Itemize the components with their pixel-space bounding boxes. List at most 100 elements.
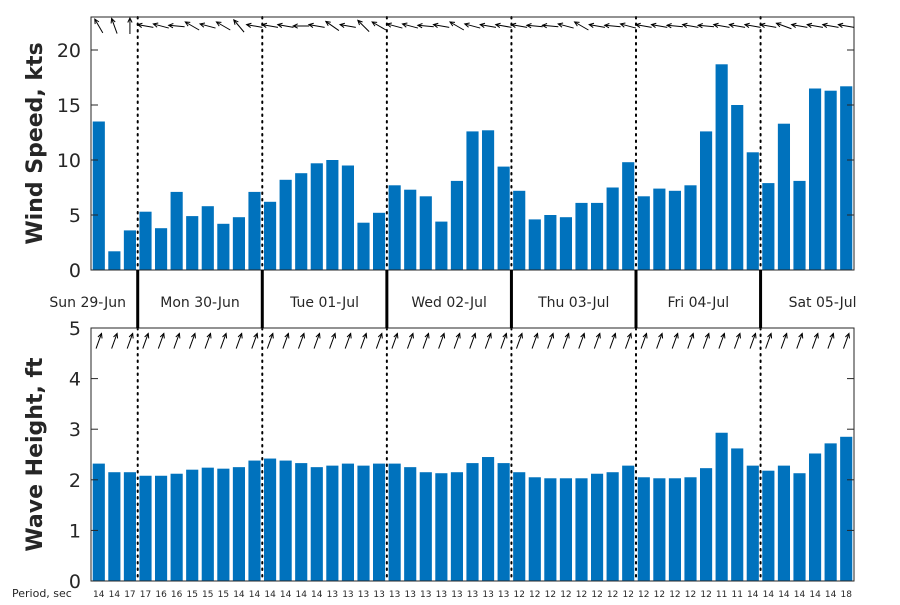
wind-bar [684, 185, 697, 270]
period-value: 12 [576, 590, 587, 600]
wind-direction-arrow [94, 18, 104, 34]
arrow-shaft [687, 333, 694, 349]
wave-bar [186, 469, 199, 581]
wave-direction-arrow [562, 332, 570, 349]
wave-direction-arrow [796, 332, 804, 349]
period-value: 12 [638, 590, 649, 600]
arrow-shaft [417, 24, 434, 28]
wave-bar [497, 463, 510, 581]
y-tick-label: 1 [69, 520, 81, 542]
arrow-shaft [698, 24, 715, 28]
day-label: Sun 29-Jun [49, 295, 126, 311]
wind-bar [466, 131, 479, 270]
wind-direction-arrow [371, 21, 387, 31]
arrow-head [346, 332, 352, 339]
wind-bar [513, 190, 526, 270]
period-value: 12 [513, 590, 524, 600]
wave-panel: 0 1 2 3 4 5 Wave Height, ft [23, 318, 855, 593]
wave-bar [419, 472, 432, 581]
arrow-shaft [589, 24, 606, 28]
wind-bar [450, 180, 464, 270]
wave-direction-arrow [453, 332, 461, 349]
arrow-head [619, 22, 626, 28]
period-value: 14 [794, 590, 806, 600]
wave-bar [372, 463, 386, 581]
period-value: 12 [529, 590, 540, 600]
wind-bar [435, 221, 448, 270]
wave-direction-arrow [843, 332, 850, 349]
arrow-shaft [562, 333, 570, 349]
arrow-shaft [173, 333, 180, 349]
wind-bar [186, 216, 199, 270]
arrow-shaft [357, 19, 370, 33]
arrow-head [712, 22, 719, 28]
arrow-head [97, 332, 103, 339]
wind-bar [232, 217, 246, 270]
arrow-shaft [791, 24, 808, 28]
wind-bar [279, 179, 292, 270]
arrow-head [377, 332, 383, 339]
arrow-head [245, 22, 252, 28]
arrow-shaft [142, 333, 149, 349]
wind-direction-arrow [184, 21, 200, 31]
wind-direction-arrow [385, 22, 403, 29]
arrow-head [385, 22, 392, 28]
period-value: 15 [186, 590, 197, 600]
wind-bar [762, 183, 775, 270]
arrow-shaft [94, 18, 104, 34]
arrow-head [689, 332, 695, 339]
arrow-shaft [593, 333, 601, 349]
wave-bar [746, 465, 759, 581]
wave-direction-arrow [484, 332, 492, 349]
wave-axes-box [90, 327, 855, 582]
arrow-shaft [558, 23, 574, 29]
wind-direction-arrow [821, 22, 839, 28]
period-value: 14 [93, 590, 105, 600]
wave-bar [793, 473, 806, 581]
arrow-head [284, 332, 290, 339]
period-value: 11 [731, 590, 742, 600]
arrow-head [144, 332, 150, 339]
wind-direction-arrow [619, 22, 637, 29]
wave-direction-arrow [531, 332, 539, 349]
wave-direction-arrow [702, 332, 710, 349]
arrow-head [237, 332, 243, 339]
arrow-head [502, 332, 508, 339]
arrow-shaft [246, 24, 263, 28]
arrow-shaft [713, 24, 730, 28]
arrow-head [790, 22, 797, 28]
wave-direction-arrow [142, 332, 150, 349]
arrow-head [720, 332, 726, 339]
arrow-shaft [838, 24, 855, 28]
arrow-head [113, 332, 119, 339]
arrow-shaft [511, 24, 528, 28]
arrow-head [175, 332, 181, 339]
arrow-head [603, 23, 610, 29]
arrow-shaft [604, 24, 621, 28]
arrow-shaft [734, 333, 741, 349]
period-value: 18 [840, 590, 852, 600]
wind-bar [92, 121, 105, 270]
wave-bar [279, 460, 292, 581]
period-value: 12 [560, 590, 571, 600]
period-value: 14 [249, 590, 261, 600]
period-value: 13 [404, 590, 415, 600]
period-value: 12 [685, 590, 696, 600]
wind-bar [372, 212, 386, 270]
wave-bar [263, 458, 277, 581]
arrow-head [525, 23, 532, 29]
y-tick-label: 5 [69, 205, 81, 227]
arrow-head [401, 22, 408, 28]
arrow-head [261, 22, 268, 28]
wave-bar [170, 473, 183, 581]
wind-bar [481, 130, 495, 270]
day-label: Sat 05-Jul [789, 295, 857, 311]
wave-bar [777, 465, 791, 581]
arrow-shaft [609, 333, 616, 349]
wave-bar [295, 463, 308, 581]
wave-bar [606, 472, 619, 581]
wave-direction-arrow [422, 332, 430, 349]
wind-direction-arrow [712, 22, 730, 28]
wind-bar [217, 223, 230, 270]
arrow-head [307, 22, 314, 28]
